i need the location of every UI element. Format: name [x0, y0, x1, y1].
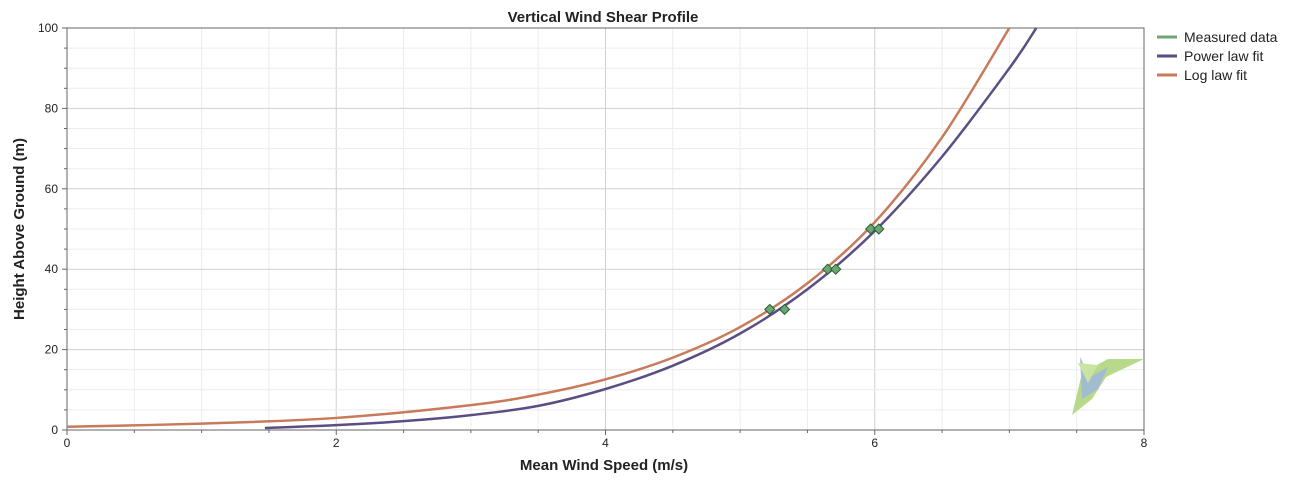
y-tick-label: 40: [45, 262, 59, 276]
y-axis-label: Height Above Ground (m): [11, 138, 28, 320]
series-lines: [67, 28, 1038, 430]
legend: Measured data Power law fit Log law fit: [1157, 29, 1278, 83]
logo-mark: [1072, 357, 1144, 415]
measured-points: [764, 223, 885, 316]
y-tick-label: 20: [45, 343, 59, 357]
chart-title: Vertical Wind Shear Profile: [508, 9, 699, 26]
log-law-fit-line: [67, 28, 1011, 429]
x-tick-label: 0: [64, 436, 71, 450]
grid-lines: [66, 27, 1145, 431]
y-tick-label: 100: [38, 21, 58, 35]
measured-data-point: [865, 223, 877, 235]
measured-data-point: [873, 223, 885, 235]
legend-label-measured-data: Measured data: [1184, 29, 1278, 45]
y-tick-label: 60: [45, 182, 59, 196]
x-tick-label: 2: [333, 436, 340, 450]
x-axis-label: Mean Wind Speed (m/s): [520, 457, 688, 474]
x-tick-label: 6: [871, 436, 878, 450]
legend-label-log-law-fit: Log law fit: [1184, 67, 1247, 83]
x-tick-label: 8: [1141, 436, 1148, 450]
legend-label-power-law-fit: Power law fit: [1184, 48, 1263, 64]
power-law-fit-line: [264, 28, 1038, 430]
x-tick-label: 4: [602, 436, 609, 450]
y-tick-label: 80: [45, 101, 59, 115]
measured-data-point: [778, 303, 791, 316]
measured-data-point: [821, 263, 834, 275]
y-tick-label: 0: [51, 423, 58, 437]
measured-data-point: [830, 263, 842, 275]
measured-data-point: [764, 303, 776, 316]
